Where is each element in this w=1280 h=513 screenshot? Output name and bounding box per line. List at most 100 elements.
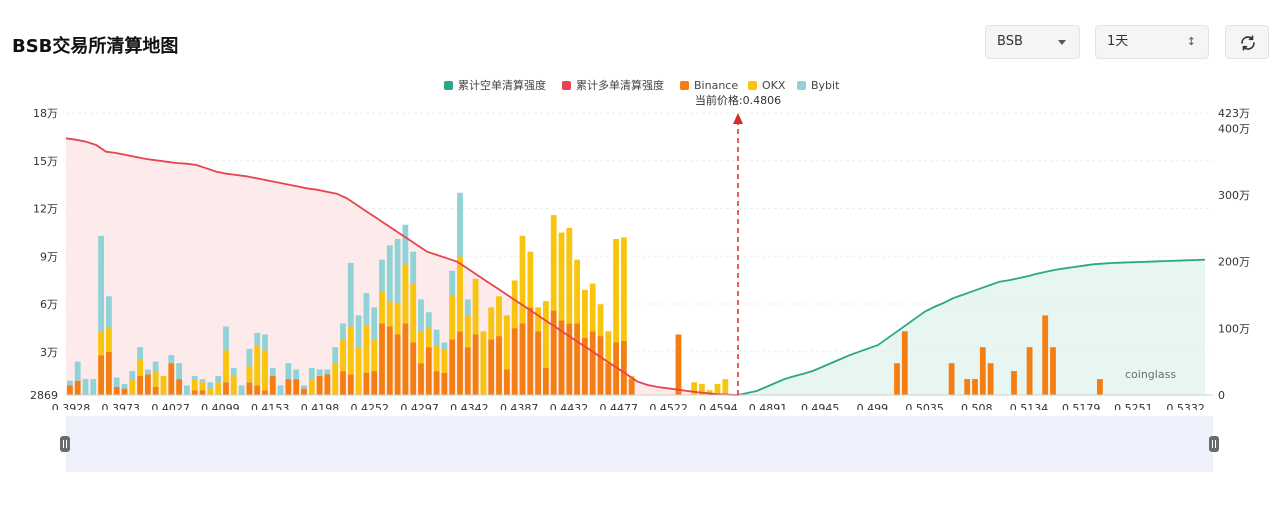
bybit-bar — [425, 312, 432, 329]
okx-bar — [386, 301, 393, 327]
bybit-bar — [90, 379, 97, 395]
binance-bar — [433, 371, 440, 395]
okx-bar — [410, 283, 417, 343]
current-price-label: 当前价格:0.4806 — [695, 93, 781, 107]
x-axis-tick: 0.5251 — [1114, 402, 1153, 410]
legend-swatch — [562, 81, 571, 90]
bybit-bar — [410, 251, 417, 284]
binance-bar — [1097, 379, 1103, 395]
okx-bar — [511, 280, 518, 329]
okx-bar — [699, 383, 705, 395]
okx-bar — [519, 235, 526, 324]
liquidation-chart: 18万 15万 12万 9万 6万 3万 2869 423万 400万 300万 200万 100万 0… — [30, 78, 1250, 410]
binance-bar — [425, 347, 432, 395]
bybit-bar — [355, 315, 362, 348]
okx-bar — [449, 294, 456, 340]
binance-bar — [410, 342, 417, 395]
binance-bar — [285, 379, 292, 395]
binance-bar — [168, 363, 175, 395]
bybit-bar — [106, 296, 112, 329]
binance-bar — [894, 363, 900, 395]
okx-bar — [441, 348, 448, 373]
binance-bar — [675, 334, 682, 395]
binance-bar — [901, 331, 908, 395]
binance-bar — [316, 375, 323, 395]
binance-bar — [1042, 315, 1049, 395]
okx-bar — [371, 339, 378, 372]
binance-bar — [121, 388, 128, 395]
x-axis-tick: 0.4027 — [151, 402, 190, 410]
bybit-bar — [449, 270, 456, 295]
binance-bar — [566, 323, 573, 395]
binance-bar — [74, 380, 81, 395]
bybit-bar — [152, 361, 159, 372]
binance-bar — [628, 379, 635, 395]
long-cumulative-line — [65, 137, 739, 396]
binance-bar — [152, 387, 159, 395]
binance-bar — [145, 374, 151, 395]
okx-bar — [199, 382, 206, 391]
bybit-bar — [316, 369, 323, 376]
okx-bar — [207, 388, 214, 395]
okx-bar — [550, 215, 557, 311]
range-slider[interactable] — [60, 416, 1219, 472]
binance-bar — [386, 326, 393, 395]
x-axis-tick: 0.4342 — [450, 402, 489, 410]
okx-bar — [566, 227, 573, 324]
okx-bar — [402, 264, 409, 324]
bybit-bar — [129, 371, 136, 380]
binance-bar — [191, 390, 198, 395]
okx-bar — [98, 331, 104, 356]
refresh-button[interactable] — [1225, 25, 1269, 59]
binance-bar — [457, 331, 463, 395]
right-axis-tick: 423万 — [1218, 107, 1250, 120]
period-select[interactable]: 1天 ↕ — [1095, 25, 1209, 59]
okx-bar — [332, 363, 339, 395]
period-select-value: 1天 — [1107, 34, 1129, 49]
bybit-bar — [418, 299, 424, 332]
legend-label: OKX — [762, 79, 786, 92]
bybit-bar — [246, 348, 253, 367]
binance-bar — [246, 382, 253, 395]
left-axis-tick: 2869 — [30, 389, 58, 402]
slider-right-handle[interactable] — [1209, 436, 1219, 452]
binance-bar — [496, 336, 502, 395]
binance-bar — [223, 382, 229, 395]
bybit-bar — [98, 235, 104, 332]
x-axis-tick: 0.499 — [857, 402, 889, 410]
legend-label: Bybit — [811, 79, 840, 92]
okx-bar — [425, 328, 432, 348]
okx-bar — [621, 237, 627, 341]
okx-bar — [137, 360, 143, 376]
bybit-bar — [199, 379, 206, 383]
x-axis-tick: 0.3973 — [102, 402, 141, 410]
bybit-bar — [67, 380, 73, 386]
bybit-bar — [363, 293, 370, 325]
okx-bar — [480, 331, 487, 395]
binance-bar — [558, 320, 565, 395]
binance-bar — [394, 334, 401, 395]
slider-left-handle[interactable] — [60, 436, 70, 452]
binance-bar — [464, 347, 471, 395]
okx-bar — [355, 347, 362, 395]
binance-bar — [527, 307, 534, 395]
okx-bar — [215, 382, 222, 395]
bybit-bar — [269, 367, 276, 376]
okx-bar — [589, 283, 596, 332]
binance-bar — [137, 375, 143, 395]
binance-bar — [176, 379, 182, 395]
x-axis-tick: 0.4945 — [801, 402, 840, 410]
left-axis-tick: 18万 — [33, 107, 58, 120]
okx-bar — [308, 379, 315, 395]
coin-select[interactable]: BSB — [985, 25, 1080, 59]
okx-bar — [464, 315, 471, 348]
binance-bar — [418, 363, 424, 395]
bybit-bar — [441, 342, 448, 349]
binance-bar — [621, 340, 627, 395]
okx-bar — [394, 302, 401, 335]
binance-bar — [605, 363, 612, 395]
binance-bar — [504, 369, 510, 395]
okx-bar — [106, 328, 112, 352]
okx-bar — [691, 382, 697, 395]
bybit-bar — [145, 369, 151, 375]
